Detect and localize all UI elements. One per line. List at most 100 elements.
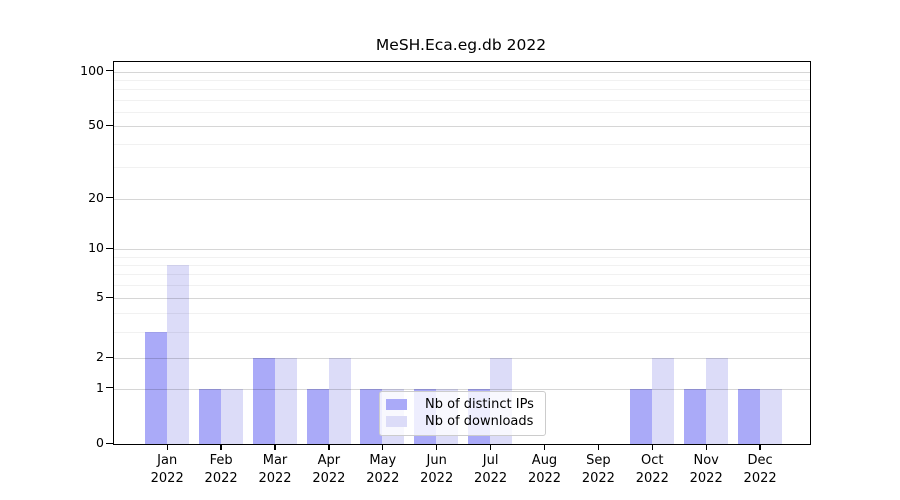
y-axis-tick-mark xyxy=(106,247,113,250)
gridline-major xyxy=(114,126,810,128)
bar-nb-of-distinct-ips xyxy=(737,388,760,444)
x-axis-tick-mark xyxy=(220,444,222,450)
gridline-major xyxy=(114,298,810,300)
bar-nb-of-distinct-ips xyxy=(198,388,221,444)
legend-swatch-distinct-ips xyxy=(386,399,407,410)
month-name: Aug xyxy=(531,453,558,468)
gridline-major xyxy=(114,388,810,390)
gridline-minor xyxy=(114,89,810,91)
month-year: 2022 xyxy=(420,471,454,486)
y-axis-tick-mark xyxy=(106,124,113,127)
gridline-minor xyxy=(114,111,810,113)
bar-nb-of-downloads xyxy=(759,388,782,444)
y-axis-tick-mark xyxy=(106,197,113,199)
month-name: Mar xyxy=(262,453,288,468)
y-axis-tick-label: 10 xyxy=(88,240,104,256)
bar-nb-of-downloads xyxy=(328,358,351,444)
y-axis-tick-label: 0 xyxy=(96,435,104,450)
month-name: Oct xyxy=(641,453,664,468)
month-name: Feb xyxy=(209,453,233,468)
month-name: Sep xyxy=(586,453,611,468)
legend: Nb of distinct IPs Nb of downloads xyxy=(379,391,546,436)
gridline-minor xyxy=(114,166,810,168)
legend-item-downloads: Nb of downloads xyxy=(386,413,539,430)
month-year: 2022 xyxy=(150,471,184,486)
month-name: Nov xyxy=(693,453,719,468)
bar-nb-of-downloads xyxy=(274,358,297,444)
x-axis-tick-mark xyxy=(489,444,492,450)
y-axis-tick-mark xyxy=(106,442,113,444)
y-axis-tick-label: 1 xyxy=(96,379,104,395)
x-axis-tick-mark xyxy=(436,444,438,450)
month-name: May xyxy=(369,453,397,468)
gridline-major xyxy=(114,198,810,200)
x-axis-month-label: Nov 2022 xyxy=(674,452,738,488)
month-name: Jan xyxy=(157,453,178,468)
month-name: Dec xyxy=(747,453,773,468)
month-name: Apr xyxy=(317,453,341,468)
legend-label-downloads: Nb of downloads xyxy=(425,414,534,429)
month-name: Jul xyxy=(482,453,499,468)
x-axis-month-label: Sep 2022 xyxy=(566,452,630,488)
gridline-minor xyxy=(114,331,810,333)
month-year: 2022 xyxy=(635,471,669,486)
x-axis-month-label: Jun 2022 xyxy=(405,452,469,488)
x-axis-month-label: Dec 2022 xyxy=(728,452,792,488)
x-axis-month-label: May 2022 xyxy=(351,452,415,488)
y-axis-tick-mark xyxy=(106,387,113,389)
bar-nb-of-distinct-ips xyxy=(252,358,275,444)
chart-title: MeSH.Eca.eg.db 2022 xyxy=(375,36,547,54)
x-axis-tick-mark xyxy=(382,444,384,450)
x-axis-tick-mark xyxy=(274,444,276,450)
gridline-minor xyxy=(114,274,810,276)
x-axis-tick-mark xyxy=(597,444,600,450)
bar-nb-of-downloads xyxy=(705,358,728,444)
legend-item-distinct-ips: Nb of distinct IPs xyxy=(386,396,539,413)
month-year: 2022 xyxy=(581,471,615,486)
x-axis-month-label: Aug 2022 xyxy=(513,452,577,488)
y-axis-tick-mark xyxy=(106,296,113,299)
month-year: 2022 xyxy=(689,471,723,486)
month-year: 2022 xyxy=(366,471,400,486)
gridline-minor xyxy=(114,99,810,101)
bar-nb-of-distinct-ips xyxy=(360,388,383,444)
month-year: 2022 xyxy=(474,471,508,486)
gridline-major xyxy=(114,249,810,251)
x-axis-tick-mark xyxy=(759,444,761,450)
month-year: 2022 xyxy=(258,471,292,486)
gridline-major xyxy=(114,71,810,73)
gridline-minor xyxy=(114,285,810,287)
x-axis-tick-mark xyxy=(705,444,707,450)
x-axis-tick-mark xyxy=(543,444,546,450)
x-axis-month-label: Jul 2022 xyxy=(459,452,523,488)
y-axis-tick-label: 20 xyxy=(88,189,104,205)
y-axis-tick-label: 100 xyxy=(80,62,104,78)
bar-nb-of-distinct-ips xyxy=(683,388,706,444)
legend-label-distinct-ips: Nb of distinct IPs xyxy=(425,397,534,412)
gridline-minor xyxy=(114,264,810,266)
x-axis-month-label: Apr 2022 xyxy=(297,452,361,488)
gridline-minor xyxy=(114,256,810,258)
gridline-minor xyxy=(114,79,810,81)
x-axis-month-label: Mar 2022 xyxy=(243,452,307,488)
month-year: 2022 xyxy=(527,471,562,486)
bar-nb-of-distinct-ips xyxy=(306,388,329,444)
bar-nb-of-downloads xyxy=(166,264,189,444)
month-name: Jun xyxy=(426,453,447,468)
x-axis-tick-mark xyxy=(166,444,168,450)
bar-nb-of-distinct-ips xyxy=(629,388,652,444)
y-axis-tick-label: 5 xyxy=(96,289,104,305)
month-year: 2022 xyxy=(204,471,238,486)
x-axis-month-label: Jan 2022 xyxy=(135,452,199,488)
bar-nb-of-downloads xyxy=(220,388,243,444)
gridline-minor xyxy=(114,312,810,314)
legend-swatch-downloads xyxy=(386,416,407,427)
bar-nb-of-downloads xyxy=(651,358,674,444)
y-axis-tick-label: 2 xyxy=(96,349,104,365)
x-axis-tick-mark xyxy=(328,444,330,450)
x-axis-month-label: Oct 2022 xyxy=(620,452,684,488)
y-axis-tick-mark xyxy=(106,70,113,72)
gridline-minor xyxy=(114,143,810,145)
y-axis-tick-label: 50 xyxy=(88,117,104,133)
